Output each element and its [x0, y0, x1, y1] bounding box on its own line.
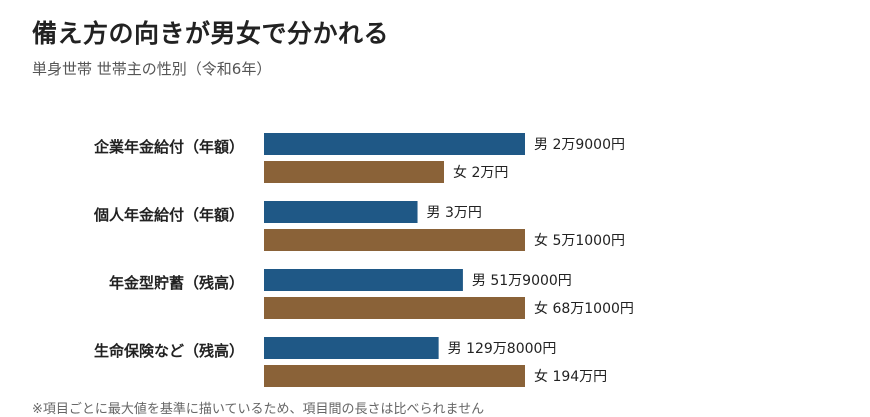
- bar-male: [264, 269, 463, 291]
- value-label-female: 女 2万円: [453, 164, 508, 181]
- value-label-female: 女 5万1000円: [534, 232, 625, 249]
- value-label-male: 男 51万9000円: [472, 273, 572, 289]
- bar-male: [264, 337, 439, 359]
- bar-male: [264, 201, 418, 223]
- category-label: 企業年金給付（年額）: [93, 138, 244, 156]
- value-label-female: 女 68万1000円: [534, 300, 634, 317]
- bar-female: [264, 365, 525, 387]
- value-label-female: 女 194万円: [534, 368, 607, 385]
- category-label: 個人年金給付（年額）: [93, 206, 244, 224]
- bar-female: [264, 161, 444, 183]
- bar-female: [264, 229, 525, 251]
- bar-male: [264, 133, 525, 155]
- chart-subtitle: 単身世帯 世帯主の性別（令和6年）: [32, 60, 272, 78]
- chart-title: 備え方の向きが男女で分かれる: [32, 19, 390, 48]
- category-label: 年金型貯蓄（残高）: [109, 274, 244, 292]
- value-label-male: 男 2万9000円: [534, 137, 625, 153]
- category-label: 生命保険など（残高）: [94, 342, 244, 360]
- bar-female: [264, 297, 525, 319]
- value-label-male: 男 129万8000円: [448, 341, 557, 357]
- value-label-male: 男 3万円: [427, 205, 482, 221]
